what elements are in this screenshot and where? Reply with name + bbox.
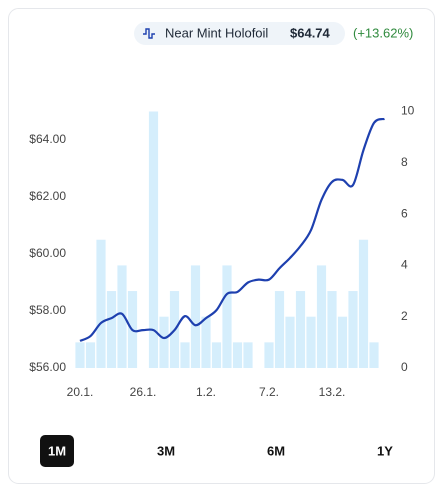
volume-bar [327,291,337,368]
legend-change: (+13.62%) [353,25,413,40]
volume-bar [306,316,316,368]
volume-bar [316,265,327,368]
x-tick-label: 7.2. [259,385,279,399]
plot: $56.00 $58.00 $60.00 $62.00 $64.00 0 2 4 6 8 10 20.… [29,104,414,400]
volume-bar [190,265,201,368]
y2-tick-label: 4 [401,258,408,272]
range-button[interactable]: 1M [48,443,66,458]
card-border [8,8,435,484]
volume-bar [222,265,232,368]
y2-tick-label: 0 [401,360,408,374]
x-tick-label: 26.1. [130,385,157,399]
volume-bar [96,239,106,368]
volume-bar [243,342,253,368]
y-tick-label: $58.00 [29,303,66,317]
volume-bar [159,316,169,368]
volume-bar [295,291,306,368]
volume-bar [264,342,274,368]
y2-tick-label: 8 [401,155,408,169]
volume-bar [369,342,379,368]
y-tick-label: $64.00 [29,132,66,146]
y2-tick-label: 2 [401,309,408,323]
price-line [79,117,385,342]
volume-bar [75,342,85,368]
volume-bar [180,342,190,368]
volume-bar [148,111,159,368]
x-tick-label: 13.2. [319,385,346,399]
y-tick-label: $62.00 [29,189,66,203]
legend-pill [134,22,345,45]
volume-bar [85,342,96,368]
volume-bar [274,291,285,368]
x-tick-label: 20.1. [67,385,94,399]
y-tick-label: $56.00 [29,360,66,374]
legend-series: Near Mint Holofoil [165,25,268,40]
x-tick-label: 1.2. [196,385,216,399]
range-button[interactable]: 1Y [377,443,393,458]
volume-bar [117,265,127,368]
range-button[interactable]: 6M [267,443,285,458]
volume-bar [211,342,222,368]
range-button[interactable]: 3M [157,443,175,458]
y2-tick-label: 10 [401,104,415,118]
range-buttons: 1M 3M 6M 1Y [40,435,393,467]
volume-bar [358,239,369,368]
volume-bar [337,316,348,368]
legend-price: $64.74 [290,25,331,40]
volume-bar [232,342,243,368]
volume-bar [285,316,295,368]
legend-icon [143,28,155,39]
volume-bar [106,291,117,368]
y2-tick-label: 6 [401,206,408,220]
y-tick-label: $60.00 [29,246,66,260]
volume-bar [348,291,358,368]
range-button-bg[interactable] [40,435,74,467]
volume-bar [201,316,211,368]
